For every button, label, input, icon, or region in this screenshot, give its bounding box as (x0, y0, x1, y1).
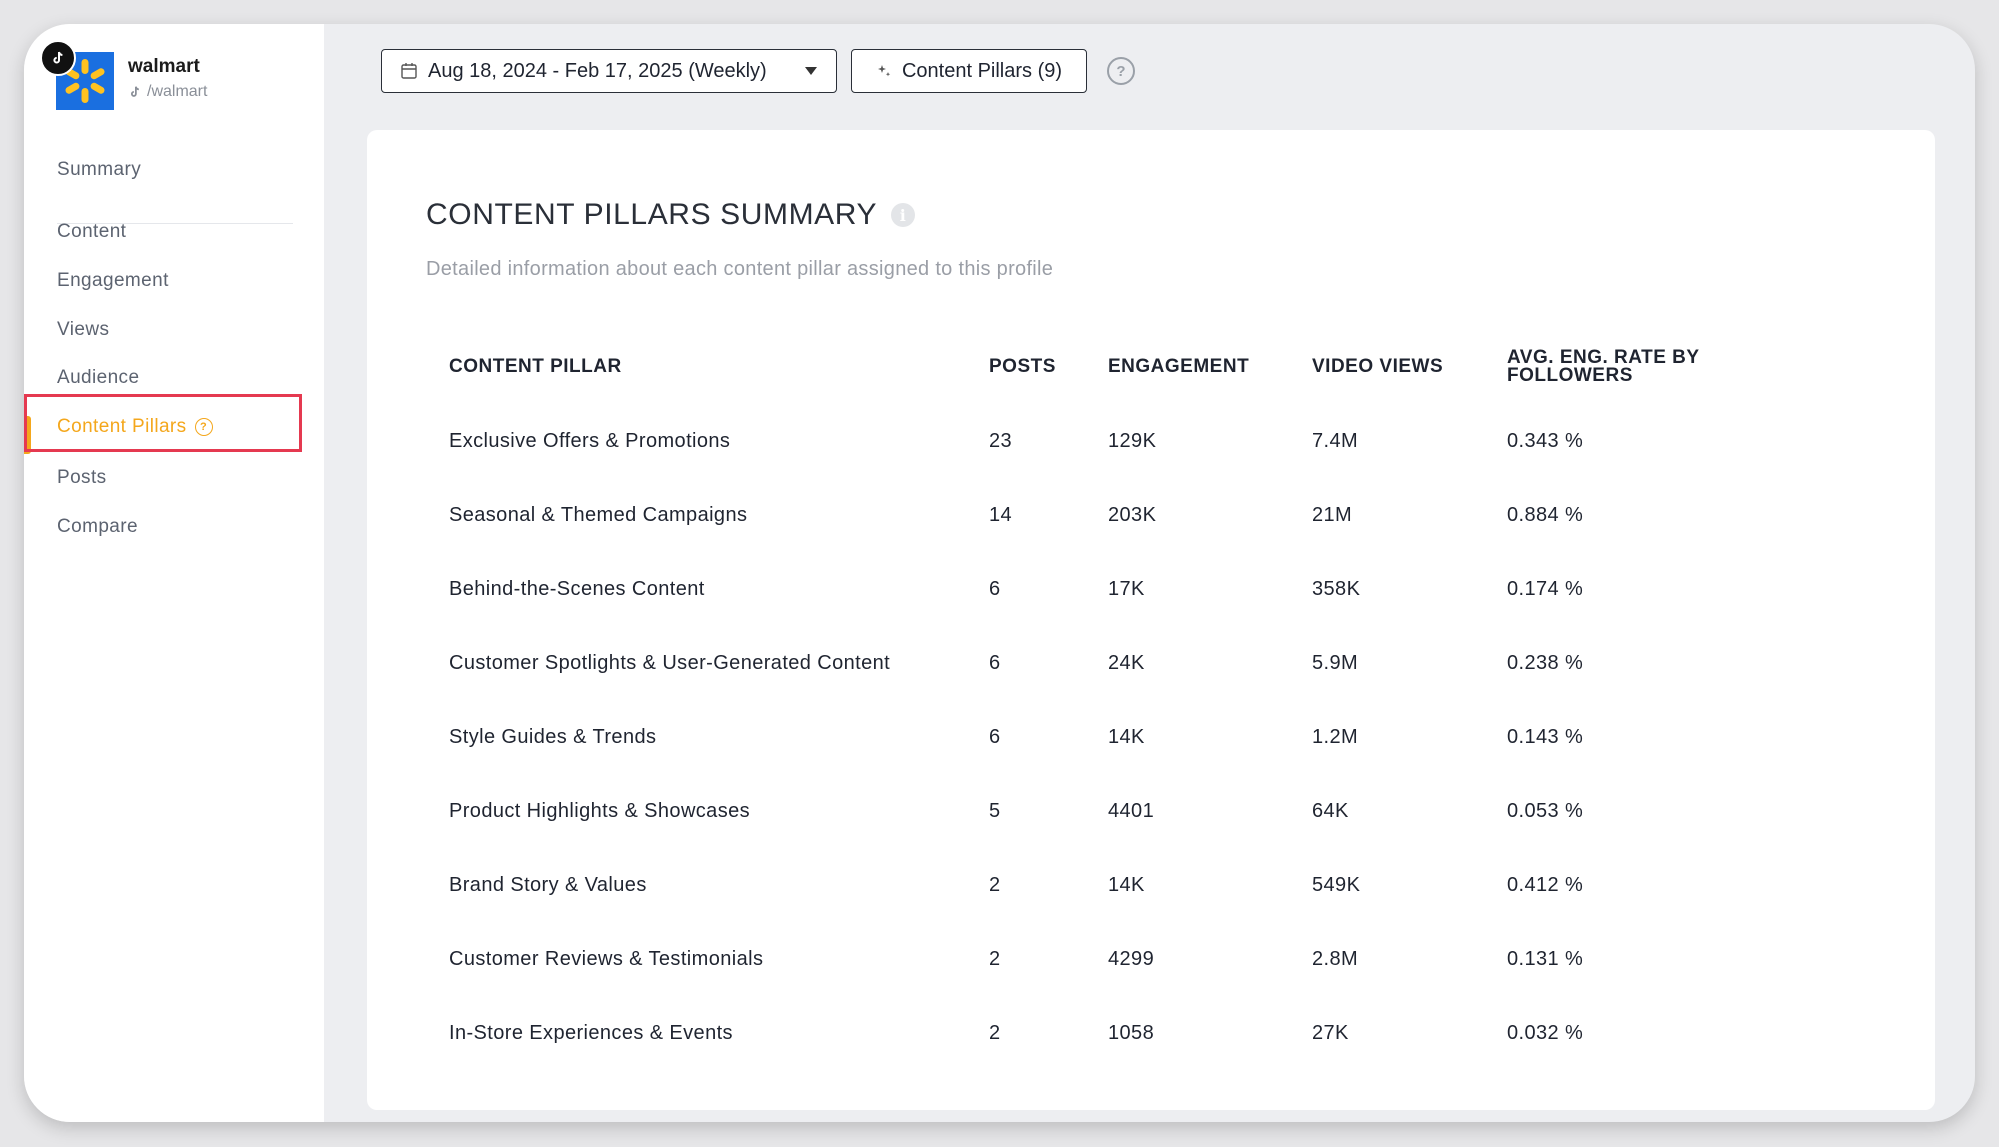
info-icon[interactable]: i (891, 203, 916, 227)
table-header-row: CONTENT PILLAR POSTS ENGAGEMENT VIDEO VI… (437, 330, 1737, 404)
tiktok-icon (131, 86, 139, 97)
page-title: CONTENT PILLARS SUMMARY (426, 198, 878, 231)
cell-posts: 6 (989, 578, 1001, 600)
cell-video-views: 64K (1312, 800, 1349, 822)
tiktok-icon (40, 40, 76, 76)
cell-pillar: Behind-the-Scenes Content (449, 578, 705, 600)
cell-posts: 6 (989, 652, 1001, 674)
cell-video-views: 1.2M (1312, 726, 1359, 748)
column-header-engagement[interactable]: ENGAGEMENT (1108, 356, 1250, 377)
sidebar-item-audience[interactable]: Audience (57, 367, 140, 388)
sidebar: walmart /walmart Summary Content Engagem… (24, 24, 324, 1122)
sidebar-item-engagement[interactable]: Engagement (57, 270, 169, 291)
sidebar-item-label: Content Pillars (57, 416, 187, 437)
cell-posts: 14 (989, 504, 1013, 526)
column-header-video-views[interactable]: VIDEO VIEWS (1312, 356, 1444, 377)
cell-posts: 2 (989, 948, 1001, 970)
table-row[interactable]: Seasonal & Themed Campaigns 14 203K 21M 0.88… (437, 478, 1737, 552)
profile-handle-text: /walmart (147, 83, 208, 100)
active-indicator (24, 416, 31, 454)
table-row[interactable]: Style Guides & Trends 6 14K 1.2M 0.143 % (437, 700, 1737, 774)
cell-avg-eng-rate: 0.238 % (1507, 652, 1584, 674)
cell-video-views: 21M (1312, 504, 1353, 526)
profile-name: walmart (128, 56, 200, 77)
cell-pillar: Seasonal & Themed Campaigns (449, 504, 748, 526)
help-icon[interactable]: ? (194, 418, 213, 436)
calendar-icon (401, 63, 417, 79)
toolbar: Aug 18, 2024 - Feb 17, 2025 (Weekly) Con… (381, 48, 1135, 94)
cell-engagement: 4401 (1108, 800, 1155, 822)
cell-pillar: Customer Reviews & Testimonials (449, 948, 764, 970)
cell-video-views: 549K (1312, 874, 1361, 896)
cell-engagement: 14K (1108, 874, 1145, 896)
cell-pillar: Exclusive Offers & Promotions (449, 430, 731, 452)
cell-avg-eng-rate: 0.131 % (1507, 948, 1584, 970)
cell-pillar: Brand Story & Values (449, 874, 647, 896)
table-row[interactable]: Brand Story & Values 2 14K 549K 0.412 % (437, 848, 1737, 922)
date-range-picker[interactable]: Aug 18, 2024 - Feb 17, 2025 (Weekly) (381, 49, 837, 93)
table-row[interactable]: In-Store Experiences & Events 2 1058 27K 0.0… (437, 996, 1737, 1070)
cell-video-views: 358K (1312, 578, 1361, 600)
cell-engagement: 129K (1108, 430, 1157, 452)
cell-avg-eng-rate: 0.174 % (1507, 578, 1584, 600)
content-pillars-card: CONTENT PILLARS SUMMARY i Detailed infor… (367, 130, 1935, 1110)
profile-handle: /walmart (128, 83, 207, 101)
cell-avg-eng-rate: 0.412 % (1507, 874, 1584, 896)
cell-avg-eng-rate: 0.053 % (1507, 800, 1584, 822)
content-pillars-button[interactable]: Content Pillars (9) (851, 49, 1087, 93)
cell-posts: 2 (989, 1022, 1001, 1044)
app-window: walmart /walmart Summary Content Engagem… (24, 24, 1975, 1122)
column-header-posts[interactable]: POSTS (989, 356, 1056, 377)
cell-pillar: Product Highlights & Showcases (449, 800, 751, 822)
cell-avg-eng-rate: 0.884 % (1507, 504, 1584, 526)
cell-engagement: 17K (1108, 578, 1145, 600)
cell-video-views: 5.9M (1312, 652, 1359, 674)
cell-engagement: 1058 (1108, 1022, 1155, 1044)
card-subtitle: Detailed information about each content … (426, 258, 1054, 280)
table-row[interactable]: Exclusive Offers & Promotions 23 129K 7.4M 0… (437, 404, 1737, 478)
sidebar-item-views[interactable]: Views (57, 319, 110, 340)
cell-video-views: 2.8M (1312, 948, 1359, 970)
cell-posts: 6 (989, 726, 1001, 748)
table-row[interactable]: Product Highlights & Showcases 5 4401 64K 0.… (437, 774, 1737, 848)
sidebar-item-compare[interactable]: Compare (57, 516, 138, 537)
cell-avg-eng-rate: 0.343 % (1507, 430, 1584, 452)
sidebar-divider (57, 223, 293, 224)
cell-avg-eng-rate: 0.032 % (1507, 1022, 1584, 1044)
cell-avg-eng-rate: 0.143 % (1507, 726, 1584, 748)
cell-pillar: In-Store Experiences & Events (449, 1022, 733, 1044)
cell-engagement: 203K (1108, 504, 1157, 526)
date-range-label: Aug 18, 2024 - Feb 17, 2025 (Weekly) (428, 59, 767, 82)
sidebar-item-content[interactable]: Content (57, 221, 127, 242)
table-row[interactable]: Behind-the-Scenes Content 6 17K 358K 0.174 % (437, 552, 1737, 626)
cell-engagement: 14K (1108, 726, 1145, 748)
cell-video-views: 27K (1312, 1022, 1349, 1044)
cell-posts: 5 (989, 800, 1001, 822)
cell-engagement: 4299 (1108, 948, 1155, 970)
highlight-box (24, 394, 302, 452)
caret-down-icon (805, 67, 817, 75)
cell-engagement: 24K (1108, 652, 1145, 674)
content-pillars-label: Content Pillars (9) (901, 59, 1063, 82)
sidebar-item-summary[interactable]: Summary (57, 159, 142, 180)
column-header-pillar[interactable]: CONTENT PILLAR (449, 356, 622, 377)
sparkle-icon (877, 65, 891, 77)
table-row[interactable]: Customer Spotlights & User-Generated Con… (437, 626, 1737, 700)
content-pillars-table: CONTENT PILLAR POSTS ENGAGEMENT VIDEO VI… (437, 330, 1737, 1070)
table-row[interactable]: Customer Reviews & Testimonials 2 4299 2.8M… (437, 922, 1737, 996)
help-icon[interactable]: ? (1107, 57, 1135, 85)
cell-posts: 23 (989, 430, 1013, 452)
sidebar-item-content-pillars[interactable]: Content Pillars ? (57, 405, 213, 449)
cell-pillar: Customer Spotlights & User-Generated Con… (449, 652, 891, 674)
cell-posts: 2 (989, 874, 1001, 896)
profile-header[interactable]: walmart /walmart (40, 40, 296, 116)
cell-video-views: 7.4M (1312, 430, 1359, 452)
table-body: Exclusive Offers & Promotions 23 129K 7.4M 0… (437, 404, 1737, 1070)
sidebar-item-posts[interactable]: Posts (57, 467, 107, 488)
card-title-row: CONTENT PILLARS SUMMARY i (426, 198, 916, 232)
cell-pillar: Style Guides & Trends (449, 726, 657, 748)
column-header-avg-eng-rate[interactable]: AVG. ENG. RATE BY FOLLOWERS (1507, 347, 1700, 386)
